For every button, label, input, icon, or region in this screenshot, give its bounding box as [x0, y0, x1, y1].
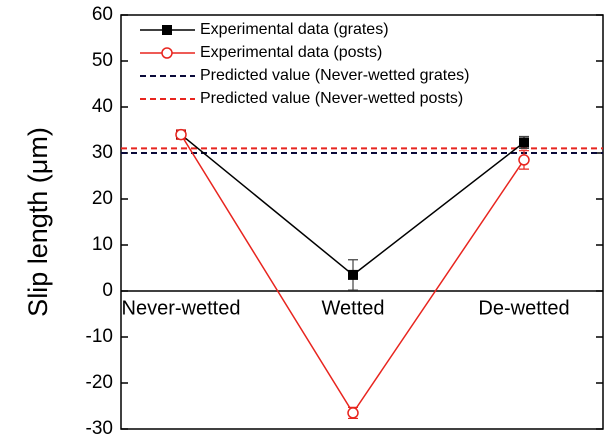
marker: [518, 154, 530, 166]
y-tick-label: 10: [92, 234, 113, 255]
y-tick-label: 60: [92, 4, 113, 25]
y-tick-label: 0: [102, 280, 113, 301]
marker: [162, 25, 172, 35]
y-tick-label: -30: [86, 418, 113, 439]
legend-label: Experimental data (grates): [200, 21, 389, 38]
y-axis-label: Slip length (μm): [23, 127, 53, 317]
plot-frame: [120, 14, 604, 430]
legend-label: Predicted value (Never-wetted grates): [200, 67, 469, 84]
y-tick-label: 50: [92, 50, 113, 71]
marker: [347, 407, 359, 419]
y-tick-label: 20: [92, 188, 113, 209]
y-tick-label: 40: [92, 96, 113, 117]
legend-label: Predicted value (Never-wetted posts): [200, 90, 463, 107]
series-line: [180, 134, 525, 276]
y-tick-label: -20: [86, 372, 113, 393]
y-tick-label: -10: [86, 326, 113, 347]
marker: [348, 269, 358, 280]
legend-label: Experimental data (posts): [200, 44, 382, 61]
x-tick-label: De-wetted: [478, 297, 569, 319]
x-tick-label: Wetted: [322, 297, 385, 319]
marker: [175, 128, 187, 141]
marker: [519, 137, 529, 148]
marker: [161, 47, 173, 59]
x-tick-label: Never-wetted: [122, 297, 241, 319]
y-tick-label: 30: [92, 142, 113, 163]
